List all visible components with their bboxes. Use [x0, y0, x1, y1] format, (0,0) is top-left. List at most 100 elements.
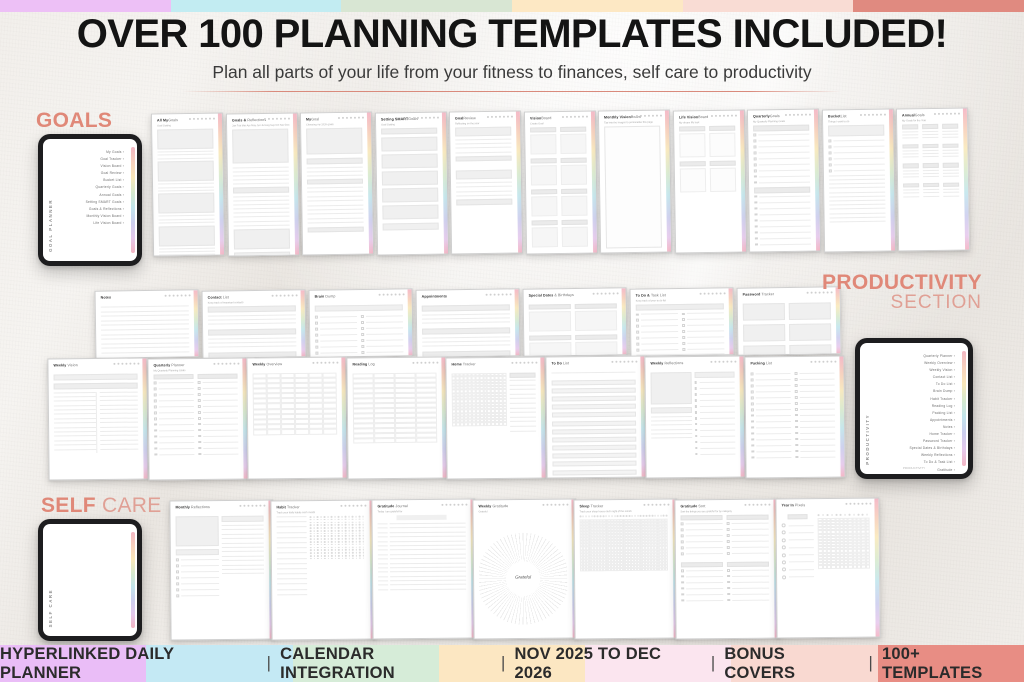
template-thumbnail[interactable]: QuarterlyGoals My Quarterly Planning Goal…: [746, 108, 822, 253]
rainbow-side-tabs-icon[interactable]: [621, 288, 627, 355]
page-tab-dots-icon[interactable]: [699, 292, 726, 295]
template-thumbnail[interactable]: Reading Log: [345, 356, 448, 480]
page-tab-dots-icon[interactable]: [486, 115, 513, 119]
tablet-menu-item[interactable]: Special Dates & Birthdays ›: [909, 446, 955, 451]
tablet-menu-item[interactable]: Habit Tracker ›: [930, 396, 955, 401]
rainbow-side-tabs-icon[interactable]: [813, 109, 821, 251]
tablet-menu-item[interactable]: Monthly Vision Board ›: [86, 213, 124, 218]
tablet-menu-item[interactable]: Home Tracker ›: [929, 432, 955, 437]
rainbow-side-tabs-icon[interactable]: [728, 288, 734, 355]
tablet-menu-item[interactable]: Notes ›: [942, 424, 955, 429]
template-thumbnail[interactable]: AnnualGoals My Goals for the Year: [895, 107, 971, 252]
template-thumbnail[interactable]: Special Dates & Birthdays: [522, 287, 628, 357]
template-thumbnail[interactable]: Packing List: [743, 355, 846, 479]
tablet-menu-item[interactable]: My Goals ›: [106, 150, 124, 154]
tablet-menu-item[interactable]: Packing List ›: [932, 410, 955, 415]
template-thumbnail[interactable]: VisionBoard Create Goal: [523, 109, 598, 255]
tablet-menu-item[interactable]: Reading Log ›: [931, 403, 955, 408]
template-thumbnail[interactable]: Monthly Reflections: [169, 499, 275, 641]
template-thumbnail[interactable]: Brain Dump: [308, 288, 414, 358]
tablet-menu-item[interactable]: Goals & Reflections ›: [88, 206, 124, 211]
page-tab-dots-icon[interactable]: [784, 113, 811, 117]
page-tab-dots-icon[interactable]: [411, 361, 438, 365]
tablet-menu-item[interactable]: Appointments ›: [930, 417, 955, 422]
template-thumbnail[interactable]: Gratitude Journal Today I am grateful for: [371, 498, 477, 640]
tablet-menu-item[interactable]: Brain Dump ›: [933, 389, 955, 394]
rainbow-side-tabs-icon[interactable]: [738, 109, 746, 252]
template-thumbnail[interactable]: Notes: [94, 289, 200, 359]
page-tab-dots-icon[interactable]: [239, 504, 266, 508]
template-thumbnail[interactable]: Setting SMARTGoalsGoal Setting: [374, 110, 449, 256]
page-tab-dots-icon[interactable]: [378, 293, 405, 297]
page-tab-dots-icon[interactable]: [744, 503, 771, 506]
page-tab-dots-icon[interactable]: [485, 293, 512, 296]
tablet-menu-item[interactable]: Quarterly Planner ›: [923, 354, 955, 358]
rainbow-side-tabs-icon[interactable]: [515, 111, 523, 253]
page-tab-dots-icon[interactable]: [263, 117, 290, 120]
rainbow-side-tabs-icon[interactable]: [589, 110, 597, 253]
rainbow-side-tabs-icon[interactable]: [291, 112, 299, 255]
template-thumbnail[interactable]: Habit Tracker Track your daily habits eac…: [270, 499, 376, 641]
page-tab-dots-icon[interactable]: [271, 293, 298, 297]
page-tab-dots-icon[interactable]: [710, 360, 737, 364]
page-tab-dots-icon[interactable]: [643, 503, 670, 507]
rainbow-side-tabs-icon[interactable]: [887, 108, 895, 251]
tablet-menu-item[interactable]: Password Tracker ›: [923, 439, 955, 444]
page-tab-dots-icon[interactable]: [561, 115, 588, 118]
tablet-menu-item[interactable]: To Do List ›: [935, 382, 955, 387]
template-thumbnail[interactable]: MyGoal Choosing my 2026 goals: [299, 111, 375, 256]
page-tab-dots-icon[interactable]: [188, 117, 215, 121]
tablet-menu-item[interactable]: Annual Goals ›: [99, 192, 124, 197]
page-tab-dots-icon[interactable]: [859, 113, 886, 116]
template-thumbnail[interactable]: Weekly Overview: [246, 356, 348, 480]
rainbow-side-tabs-icon[interactable]: [217, 113, 225, 255]
template-thumbnail[interactable]: Year In Pixels: [775, 497, 881, 639]
rainbow-side-tabs-icon[interactable]: [514, 288, 520, 356]
page-tab-dots-icon[interactable]: [610, 360, 637, 364]
tablet-menu-item[interactable]: Gratitude ›: [937, 467, 955, 472]
tablet-menu-item[interactable]: To Do & Task List ›: [923, 460, 955, 465]
template-thumbnail[interactable]: Weekly Gratitude Grateful Grateful: [472, 498, 578, 640]
tablet-menu-item[interactable]: Contact List ›: [932, 375, 955, 380]
template-thumbnail[interactable]: Home Tracker: [445, 356, 547, 480]
page-tab-dots-icon[interactable]: [710, 114, 737, 117]
template-thumbnail[interactable]: Monthly VisionBoard Tap into the images t…: [597, 109, 673, 254]
template-thumbnail[interactable]: Quarterly Planner My Quarterly Planning G…: [146, 357, 249, 481]
template-thumbnail[interactable]: To Do & Task List Keep track of your to d…: [629, 287, 735, 357]
page-tab-dots-icon[interactable]: [441, 504, 468, 507]
template-thumbnail[interactable]: Gratitude Sort Sort the things you are gr…: [674, 498, 780, 640]
page-tab-dots-icon[interactable]: [845, 502, 872, 506]
page-tab-dots-icon[interactable]: [337, 116, 364, 120]
template-thumbnail[interactable]: Weekly Vision: [47, 357, 149, 481]
template-thumbnail[interactable]: Goals & Reflections Jan Feb Mar Apr May J…: [225, 111, 300, 257]
page-tab-dots-icon[interactable]: [312, 361, 339, 365]
template-thumbnail[interactable]: Contact List Keep track of important cont…: [201, 288, 307, 359]
rainbow-side-tabs-icon[interactable]: [366, 112, 374, 254]
template-thumbnail[interactable]: Appointments: [415, 287, 521, 358]
page-tab-dots-icon[interactable]: [809, 360, 836, 363]
template-thumbnail[interactable]: Life VisionBoard My dream life look: [672, 108, 747, 254]
rainbow-side-tabs-icon[interactable]: [440, 111, 448, 254]
template-thumbnail[interactable]: Sleep Tracker Track your sleep hours each…: [573, 498, 679, 640]
page-tab-dots-icon[interactable]: [635, 114, 662, 118]
tablet-menu-item[interactable]: Goal Tracker ›: [100, 157, 124, 162]
page-tab-dots-icon[interactable]: [164, 294, 191, 298]
page-tab-dots-icon[interactable]: [340, 504, 367, 507]
rainbow-side-tabs-icon[interactable]: [873, 498, 880, 637]
tablet-menu-item[interactable]: Goal Review ›: [100, 171, 124, 176]
rainbow-side-tabs-icon[interactable]: [962, 108, 970, 250]
rainbow-side-tabs-icon[interactable]: [664, 110, 672, 252]
page-tab-dots-icon[interactable]: [542, 503, 569, 507]
rainbow-side-tabs-icon[interactable]: [193, 290, 199, 357]
tablet-mockup-productivity[interactable]: Quarterly Planner › Weekly Overview › Week…: [855, 338, 973, 479]
page-tab-dots-icon[interactable]: [511, 361, 538, 364]
template-thumbnail[interactable]: BucketList Things I want to do: [821, 107, 896, 253]
template-thumbnail[interactable]: Weekly Reflections: [644, 355, 746, 479]
tablet-menu-item[interactable]: Bucket List ›: [103, 178, 124, 183]
tablet-menu-item[interactable]: Quarterly Goals ›: [95, 185, 124, 190]
rainbow-side-tabs-icon[interactable]: [407, 289, 413, 356]
rainbow-side-tabs-icon[interactable]: [838, 356, 845, 477]
page-tab-dots-icon[interactable]: [113, 362, 140, 366]
rainbow-side-tabs-icon[interactable]: [300, 289, 306, 356]
tablet-menu-item[interactable]: Weekly Overview ›: [924, 361, 955, 366]
